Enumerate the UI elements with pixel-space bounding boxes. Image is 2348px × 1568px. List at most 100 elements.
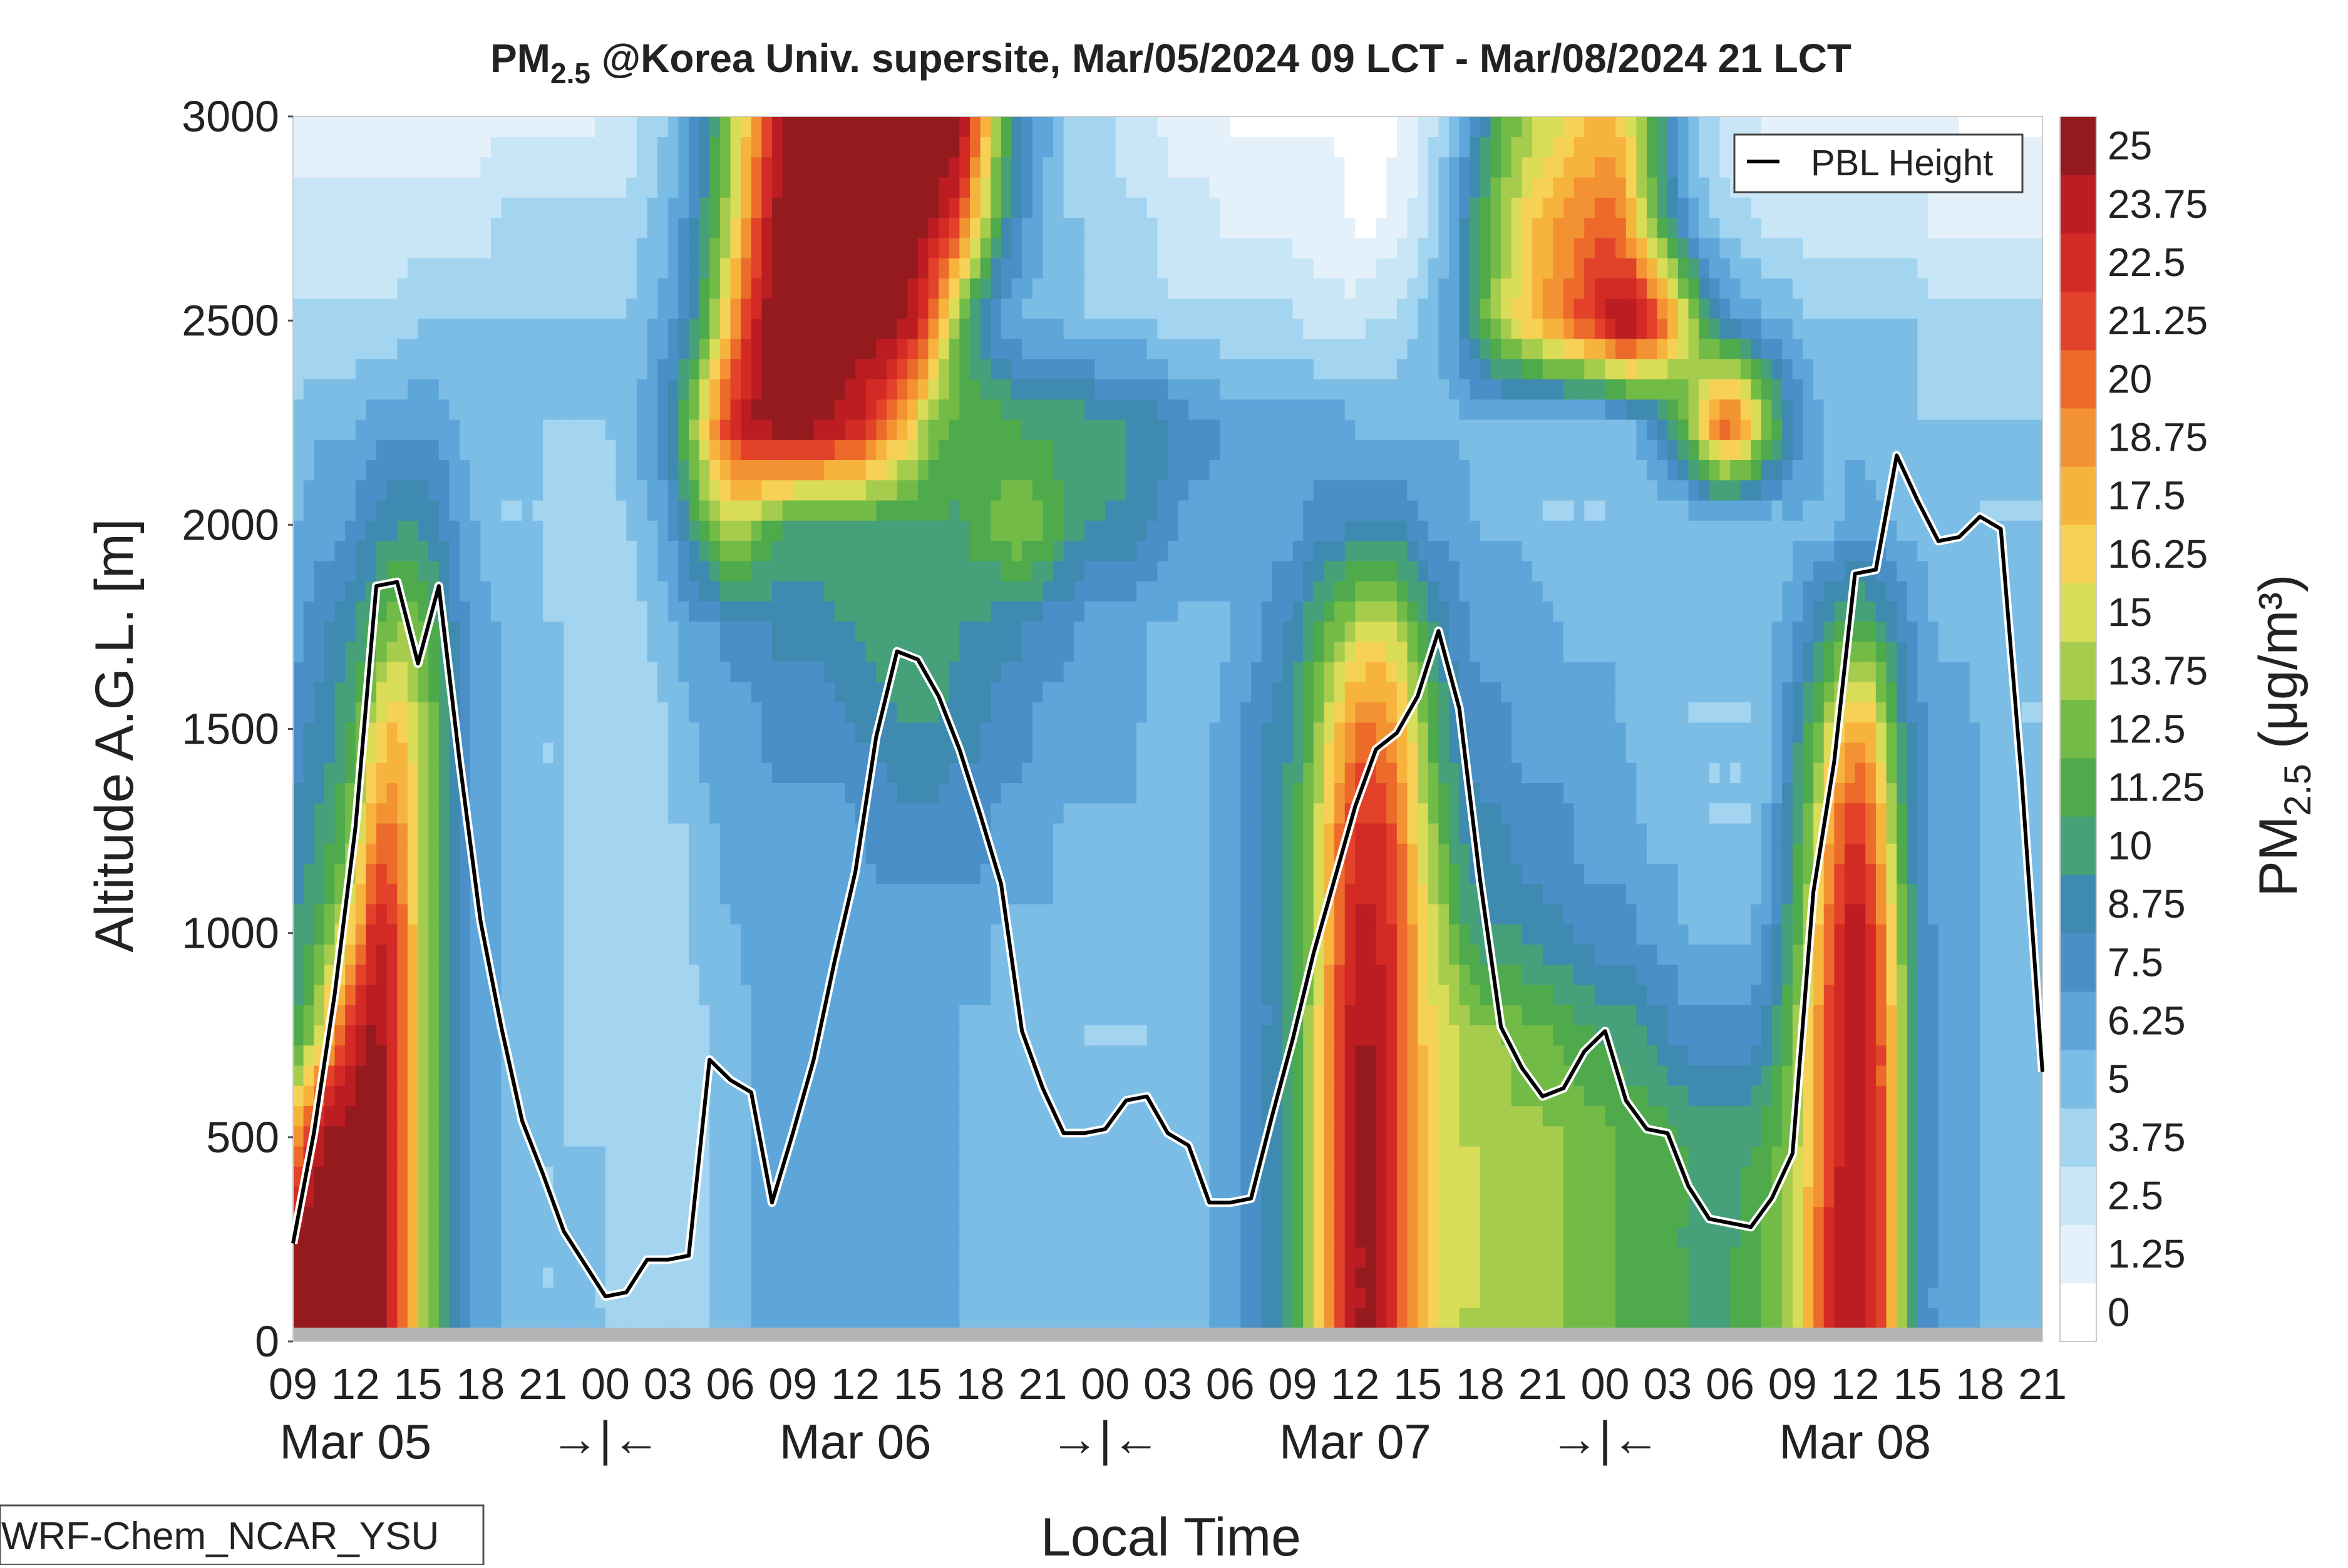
contour-cell (1803, 802, 1814, 824)
contour-cell (366, 924, 377, 945)
contour-cell (574, 924, 585, 945)
contour-cell (688, 782, 700, 804)
contour-cell (532, 1065, 543, 1086)
contour-cell (1907, 843, 1918, 864)
contour-cell (876, 984, 887, 1005)
contour-cell (1688, 1247, 1699, 1268)
contour-cell (1615, 1267, 1627, 1288)
contour-cell (782, 1085, 794, 1107)
contour-cell (1959, 843, 1970, 864)
contour-cell (1542, 984, 1554, 1005)
contour-cell (1418, 1206, 1429, 1227)
contour-cell (1001, 782, 1012, 804)
contour-cell (1625, 964, 1637, 985)
contour-cell (1240, 802, 1252, 824)
contour-cell (855, 944, 867, 965)
contour-cell (1969, 843, 1981, 864)
contour-cell (782, 802, 794, 824)
contour-cell (1188, 1045, 1200, 1066)
contour-cell (1677, 1105, 1689, 1127)
contour-cell (1709, 1145, 1721, 1167)
contour-cell (1813, 1005, 1825, 1026)
contour-cell (928, 1247, 939, 1268)
contour-cell (709, 1166, 721, 1187)
contour-cell (928, 1125, 939, 1147)
contour-cell (1782, 1045, 1793, 1066)
contour-cell (761, 863, 773, 884)
contour-cell (418, 722, 429, 743)
contour-cell (1386, 1125, 1398, 1147)
contour-cell (1990, 944, 2002, 965)
contour-cell (772, 944, 783, 965)
contour-cell (2021, 1065, 2033, 1086)
contour-cell (615, 944, 627, 965)
contour-cell (2011, 1267, 2022, 1288)
contour-cell (876, 964, 887, 985)
contour-cell (1667, 1307, 1679, 1328)
contour-cell (1761, 1247, 1773, 1268)
contour-cell (1220, 1166, 1231, 1187)
contour-cell (1324, 722, 1335, 743)
contour-cell (1136, 883, 1148, 904)
contour-cell (647, 984, 658, 1005)
contour-cell (2032, 802, 2043, 824)
contour-cell (1490, 1085, 1501, 1107)
contour-cell (1740, 843, 1752, 864)
contour-cell (2032, 742, 2043, 763)
contour-cell (1573, 883, 1585, 904)
contour-cell (1303, 1145, 1314, 1167)
contour-cell (1688, 944, 1699, 965)
contour-cell (1303, 1125, 1314, 1147)
contour-cell (1355, 1307, 1366, 1328)
contour-cell (1865, 742, 1877, 763)
contour-cell (1553, 1247, 1564, 1268)
contour-cell (1407, 1206, 1418, 1227)
contour-cell (605, 964, 617, 985)
contour-cell (1001, 1065, 1012, 1086)
contour-cell (2032, 1206, 2043, 1227)
contour-cell (1834, 964, 1845, 985)
contour-cell (939, 1065, 950, 1086)
contour-cell (719, 1206, 731, 1227)
contour-cell (834, 1145, 846, 1167)
contour-cell (657, 1025, 669, 1046)
contour-cell (1074, 1186, 1085, 1207)
contour-cell (1220, 944, 1231, 965)
contour-cell (460, 1206, 471, 1227)
contour-cell (1823, 843, 1835, 864)
contour-cell (522, 1085, 533, 1107)
contour-cell (897, 1307, 909, 1328)
contour-cell (1532, 863, 1543, 884)
contour-cell (1969, 1145, 1981, 1167)
contour-cell (522, 924, 533, 945)
contour-cell (1084, 782, 1096, 804)
contour-cell (636, 1226, 648, 1248)
contour-cell (303, 802, 315, 824)
contour-cell (1115, 1166, 1127, 1187)
contour-cell (376, 1145, 388, 1167)
contour-cell (1553, 1125, 1564, 1147)
contour-cell (303, 742, 315, 763)
contour-cell (1709, 782, 1721, 804)
contour-cell (1198, 984, 1210, 1005)
contour-cell (376, 1065, 388, 1086)
contour-cell (1418, 1307, 1429, 1328)
contour-cell (324, 944, 336, 965)
contour-cell (970, 1206, 981, 1227)
contour-cell (845, 822, 856, 844)
contour-cell (1532, 802, 1543, 824)
contour-cell (324, 1125, 336, 1147)
contour-cell (1188, 1307, 1200, 1328)
contour-cell (1136, 924, 1148, 945)
contour-cell (939, 1045, 950, 1066)
contour-cell (1407, 1065, 1418, 1086)
contour-cell (1220, 1247, 1231, 1268)
contour-cell (1074, 944, 1085, 965)
contour-cell (564, 802, 575, 824)
contour-cell (1719, 944, 1731, 965)
contour-cell (886, 984, 898, 1005)
contour-cell (751, 782, 763, 804)
contour-cell (2032, 782, 2043, 804)
contour-cell (1647, 984, 1658, 1005)
contour-cell (1251, 1247, 1262, 1268)
